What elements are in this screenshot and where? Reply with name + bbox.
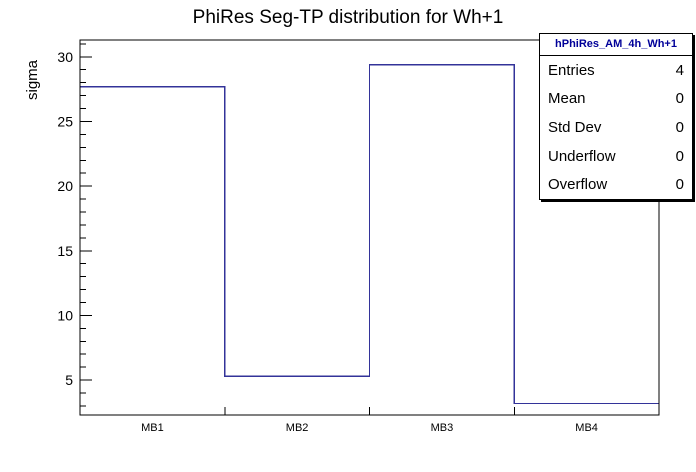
stats-value: 0 xyxy=(675,90,684,108)
stats-row: Overflow 0 xyxy=(540,170,692,199)
stats-value: 0 xyxy=(675,147,684,165)
stats-box-title: hPhiRes_AM_4h_Wh+1 xyxy=(540,34,692,56)
x-tick-label: MB3 xyxy=(431,422,454,434)
histogram-line xyxy=(80,63,659,405)
y-tick-label: 30 xyxy=(57,49,73,65)
stats-label: Mean xyxy=(548,90,586,108)
x-tick-label: MB2 xyxy=(286,422,309,434)
stats-value: 0 xyxy=(675,118,684,136)
stats-row: Underflow 0 xyxy=(540,142,692,171)
stats-box: hPhiRes_AM_4h_Wh+1 Entries 4 Mean 0 Std Dev 0… xyxy=(539,33,693,200)
y-tick-label: 10 xyxy=(57,307,73,323)
x-tick-label: MB1 xyxy=(141,422,164,434)
stats-value: 4 xyxy=(675,61,684,79)
stats-row: Entries 4 xyxy=(540,56,692,85)
stats-label: Underflow xyxy=(548,147,616,165)
plot-frame xyxy=(79,39,660,416)
x-tick-label: MB4 xyxy=(575,422,598,434)
y-tick-label: 5 xyxy=(65,372,73,388)
stats-value: 0 xyxy=(675,176,684,194)
stats-rows: Entries 4 Mean 0 Std Dev 0 Underflow 0 Overflow 0 xyxy=(540,56,692,199)
y-tick-label: 20 xyxy=(57,178,73,194)
y-tick-label: 25 xyxy=(57,114,73,130)
stats-label: Std Dev xyxy=(548,118,602,136)
stats-row: Mean 0 xyxy=(540,85,692,114)
stats-label: Entries xyxy=(548,61,595,79)
chart-title: PhiRes Seg-TP distribution for Wh+1 xyxy=(192,7,504,28)
stats-label: Overflow xyxy=(548,176,608,194)
stats-row: Std Dev 0 xyxy=(540,113,692,142)
y-tick-label: 15 xyxy=(57,243,73,259)
